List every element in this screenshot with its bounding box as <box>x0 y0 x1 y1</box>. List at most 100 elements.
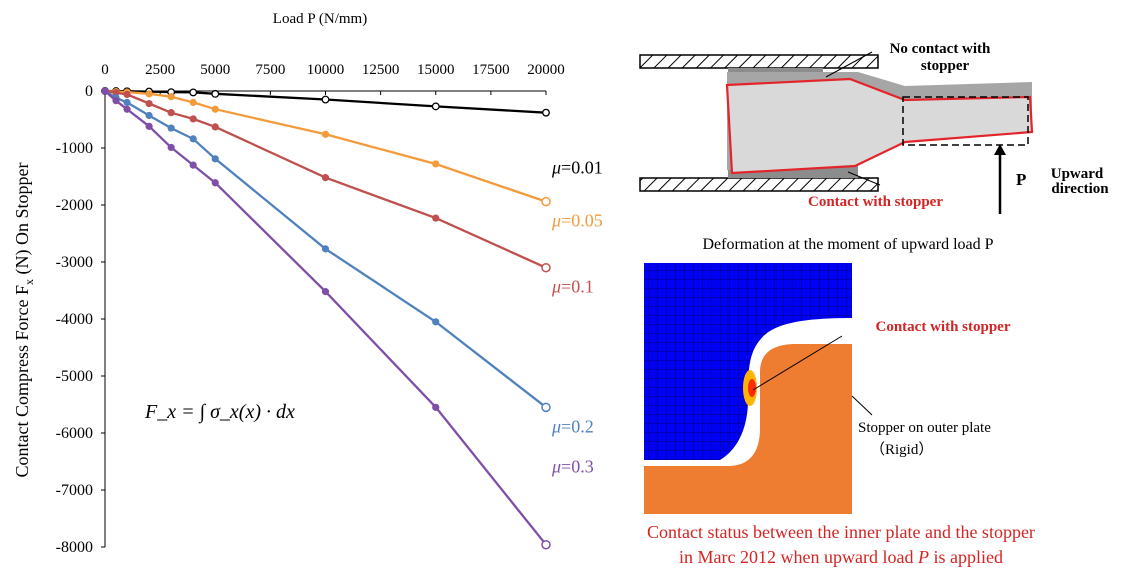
data-point <box>101 87 108 94</box>
no-contact-label-line1: No contact with <box>890 41 991 57</box>
contact-label: Contact with stopper <box>808 194 943 210</box>
data-point <box>542 403 550 411</box>
series-label-value: =0.05 <box>561 211 603 231</box>
y-tick-label: -7000 <box>56 482 93 499</box>
data-point <box>322 288 329 295</box>
data-point <box>212 91 219 98</box>
data-point <box>432 160 439 167</box>
data-point <box>123 106 130 113</box>
data-point <box>322 174 329 181</box>
data-point <box>168 109 175 116</box>
data-point <box>432 318 439 325</box>
series-label-value: =0.1 <box>561 277 594 297</box>
series-label-symbol: μ <box>551 158 561 178</box>
data-point <box>112 97 119 104</box>
data-point <box>190 115 197 122</box>
series-label-value: =0.01 <box>561 158 603 178</box>
y-tick-label: -6000 <box>56 425 93 442</box>
stopper-label: Stopper on outer plate <box>858 420 991 436</box>
fem-contact-label: Contact with stopper <box>876 319 1011 335</box>
lower-outer-plate <box>640 178 878 191</box>
data-point <box>146 90 153 97</box>
x-tick-label: 2500 <box>145 62 175 78</box>
series-label-symbol: μ <box>551 277 561 297</box>
x-tick-label: 17500 <box>472 62 510 78</box>
data-point <box>146 112 153 119</box>
data-point <box>168 144 175 151</box>
data-point <box>168 124 175 131</box>
upper-outer-plate <box>640 55 878 68</box>
arrow-head-icon <box>994 144 1006 155</box>
upward-label-line2: direction <box>1051 181 1109 197</box>
series-label-value: =0.2 <box>561 416 594 436</box>
data-point <box>432 404 439 411</box>
series-label-symbol: μ <box>551 211 561 231</box>
data-point <box>168 93 175 100</box>
data-point <box>432 215 439 222</box>
x-tick-label: 20000 <box>527 62 565 78</box>
bottom-caption-line1: Contact status between the inner plate a… <box>647 522 1035 542</box>
bottom-caption-line2-pre: in Marc 2012 when upward load <box>679 547 918 567</box>
leader-stopper <box>852 396 872 415</box>
y-tick-label: -8000 <box>56 539 93 556</box>
formula-text: F_x = ∫ σ_x(x) · dx <box>144 401 295 424</box>
bottom-caption-line2-post: is applied <box>929 547 1003 567</box>
data-point <box>212 123 219 130</box>
chart: Load P (N/mm) Contact Compress Force Fx … <box>12 11 603 556</box>
data-point <box>542 541 550 549</box>
series-label: μ=0.3 <box>551 457 594 477</box>
series-label: μ=0.2 <box>551 416 594 436</box>
y-tick-label: -4000 <box>56 311 93 328</box>
x-tick-label: 5000 <box>200 62 230 78</box>
data-point <box>212 179 219 186</box>
y-axis-title: Contact Compress Force Fx (N) On Stopper <box>12 163 36 478</box>
data-point <box>212 106 219 113</box>
series-label-symbol: μ <box>551 416 561 436</box>
data-point <box>146 100 153 107</box>
data-point <box>542 198 550 206</box>
p-label: P <box>1016 170 1026 189</box>
series-label-symbol: μ <box>551 457 561 477</box>
data-point <box>190 89 197 96</box>
y-tick-label: 0 <box>85 83 93 100</box>
x-tick-label: 15000 <box>417 62 455 78</box>
x-tick-label: 7500 <box>255 62 285 78</box>
x-axis-title: Load P (N/mm) <box>273 11 367 27</box>
y-axis-title-tail: (N) On Stopper <box>12 163 33 279</box>
data-point <box>212 155 219 162</box>
data-point <box>146 123 153 130</box>
rigid-label: （Rigid） <box>870 441 933 458</box>
deformation-caption: Deformation at the moment of upward load… <box>702 236 993 253</box>
schematic-diagram: No contact with stopper Contact with sto… <box>640 41 1109 253</box>
data-point <box>322 131 329 138</box>
data-point <box>322 245 329 252</box>
data-point <box>542 264 550 272</box>
x-tick-label: 0 <box>101 62 109 78</box>
data-point <box>432 103 439 110</box>
series-label-value: =0.3 <box>561 457 594 477</box>
y-tick-label: -3000 <box>56 254 93 271</box>
fem-contour-image: Contact with stopper Stopper on outer pl… <box>644 263 1035 567</box>
data-point <box>123 91 130 98</box>
data-point <box>190 162 197 169</box>
no-contact-label-line2: stopper <box>921 58 970 74</box>
y-tick-label: -5000 <box>56 368 93 385</box>
formula: F_x = ∫ σ_x(x) · dx <box>144 401 295 424</box>
series-label: μ=0.05 <box>551 211 603 231</box>
y-tick-label: -1000 <box>56 140 93 157</box>
data-point <box>190 135 197 142</box>
data-point <box>190 99 197 106</box>
y-tick-label: -2000 <box>56 197 93 214</box>
contact-hotspot-inner <box>748 379 756 397</box>
upward-label-line1: Upward <box>1051 166 1104 182</box>
bottom-caption-line2: in Marc 2012 when upward load P is appli… <box>679 547 1003 567</box>
y-axis-title-main: Contact Compress Force F <box>12 285 32 477</box>
series-label: μ=0.01 <box>551 158 603 178</box>
bottom-caption-line2-var: P <box>917 547 929 567</box>
series-line <box>105 91 546 545</box>
series-label: μ=0.1 <box>551 277 594 297</box>
plot-area: 0 2500 5000 7500 10000 12500 15000 17500 20000 0 -… <box>56 62 603 556</box>
x-tick-label: 10000 <box>307 62 345 78</box>
data-point <box>123 99 130 106</box>
